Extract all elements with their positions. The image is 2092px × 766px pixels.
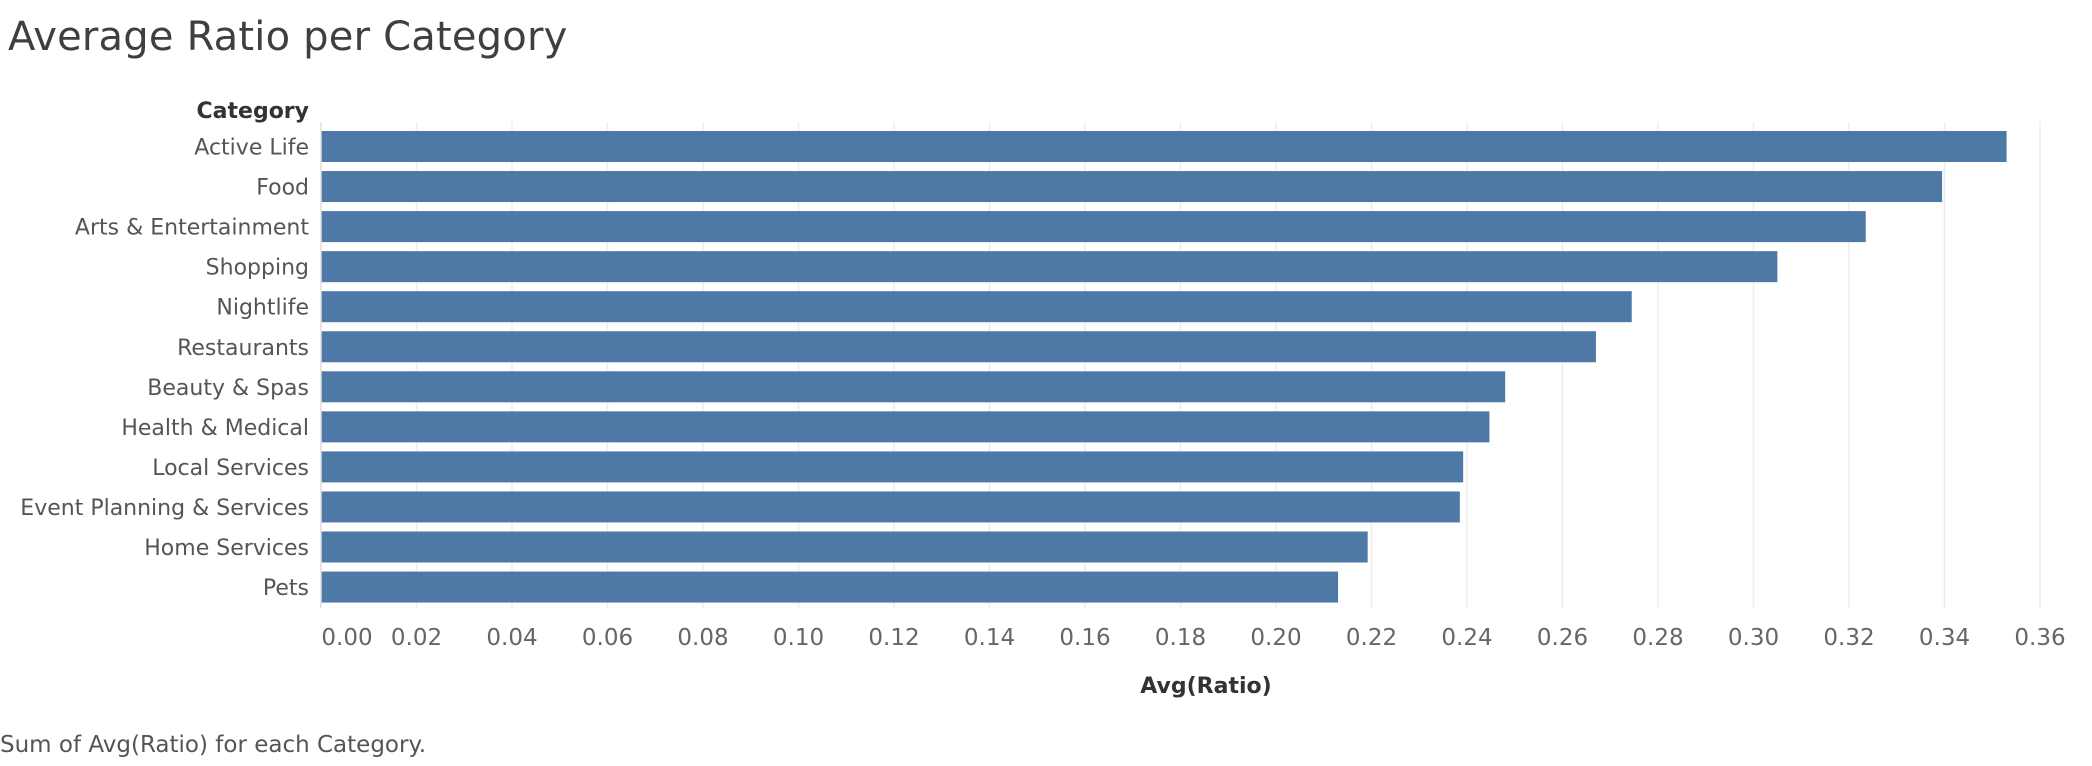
category-label: Food	[256, 176, 309, 201]
x-tick-label: 0.08	[677, 625, 728, 651]
category-label: Event Planning & Services	[20, 496, 309, 521]
bar[interactable]	[321, 451, 1464, 483]
x-tick-label: 0.10	[773, 625, 824, 651]
category-label: Health & Medical	[121, 416, 309, 441]
bar[interactable]	[321, 131, 2007, 162]
category-label: Active Life	[194, 136, 309, 161]
category-label: Restaurants	[177, 336, 309, 361]
category-label: Shopping	[206, 256, 309, 281]
x-tick-label: 0.34	[1919, 625, 1970, 651]
category-label: Local Services	[152, 456, 309, 481]
x-tick-label: 0.16	[1059, 625, 1110, 651]
chart-title: Average Ratio per Category	[8, 14, 568, 60]
bar[interactable]	[321, 211, 1866, 243]
x-tick-label: 0.36	[2014, 625, 2065, 651]
bar[interactable]	[321, 171, 1943, 203]
category-label: Pets	[263, 576, 309, 601]
category-label: Home Services	[144, 536, 309, 561]
bars	[321, 131, 2007, 603]
bar[interactable]	[321, 491, 1460, 523]
grid-lines	[415, 122, 2041, 608]
bar[interactable]	[321, 331, 1596, 363]
x-tick-labels: 0.00 0.02 0.04 0.06 0.08 0.10 0.12 0.14 0.16 0.18…	[321, 625, 2065, 651]
y-axis-title: Category	[197, 99, 309, 124]
x-tick-label: 0.26	[1537, 625, 1588, 651]
bar[interactable]	[321, 571, 1339, 603]
x-tick-label: 0.00	[321, 625, 372, 651]
bar-chart: Active Life Food Arts & Entertainment Shopp…	[20, 99, 2065, 699]
x-tick-label: 0.32	[1823, 625, 1874, 651]
x-tick-label: 0.30	[1728, 625, 1779, 651]
x-tick-label: 0.04	[486, 625, 537, 651]
x-tick-label: 0.22	[1346, 625, 1397, 651]
bar[interactable]	[321, 371, 1506, 403]
category-labels: Active Life Food Arts & Entertainment Shopp…	[20, 136, 309, 602]
x-tick-label: 0.06	[582, 625, 633, 651]
x-tick-label: 0.20	[1250, 625, 1301, 651]
x-axis-title: Avg(Ratio)	[1140, 674, 1271, 699]
bar[interactable]	[321, 411, 1490, 443]
x-tick-label: 0.12	[868, 625, 919, 651]
footer-note: Sum of Avg(Ratio) for each Category.	[0, 732, 427, 758]
bar[interactable]	[321, 531, 1368, 563]
x-tick-label: 0.14	[964, 625, 1015, 651]
x-tick-label: 0.02	[391, 625, 442, 651]
x-tick-label: 0.28	[1632, 625, 1683, 651]
x-tick-label: 0.24	[1441, 625, 1492, 651]
bar[interactable]	[321, 291, 1632, 323]
category-label: Nightlife	[216, 296, 309, 321]
bar[interactable]	[321, 251, 1778, 283]
category-label: Arts & Entertainment	[75, 216, 309, 241]
x-tick-label: 0.18	[1155, 625, 1206, 651]
category-label: Beauty & Spas	[147, 376, 309, 401]
